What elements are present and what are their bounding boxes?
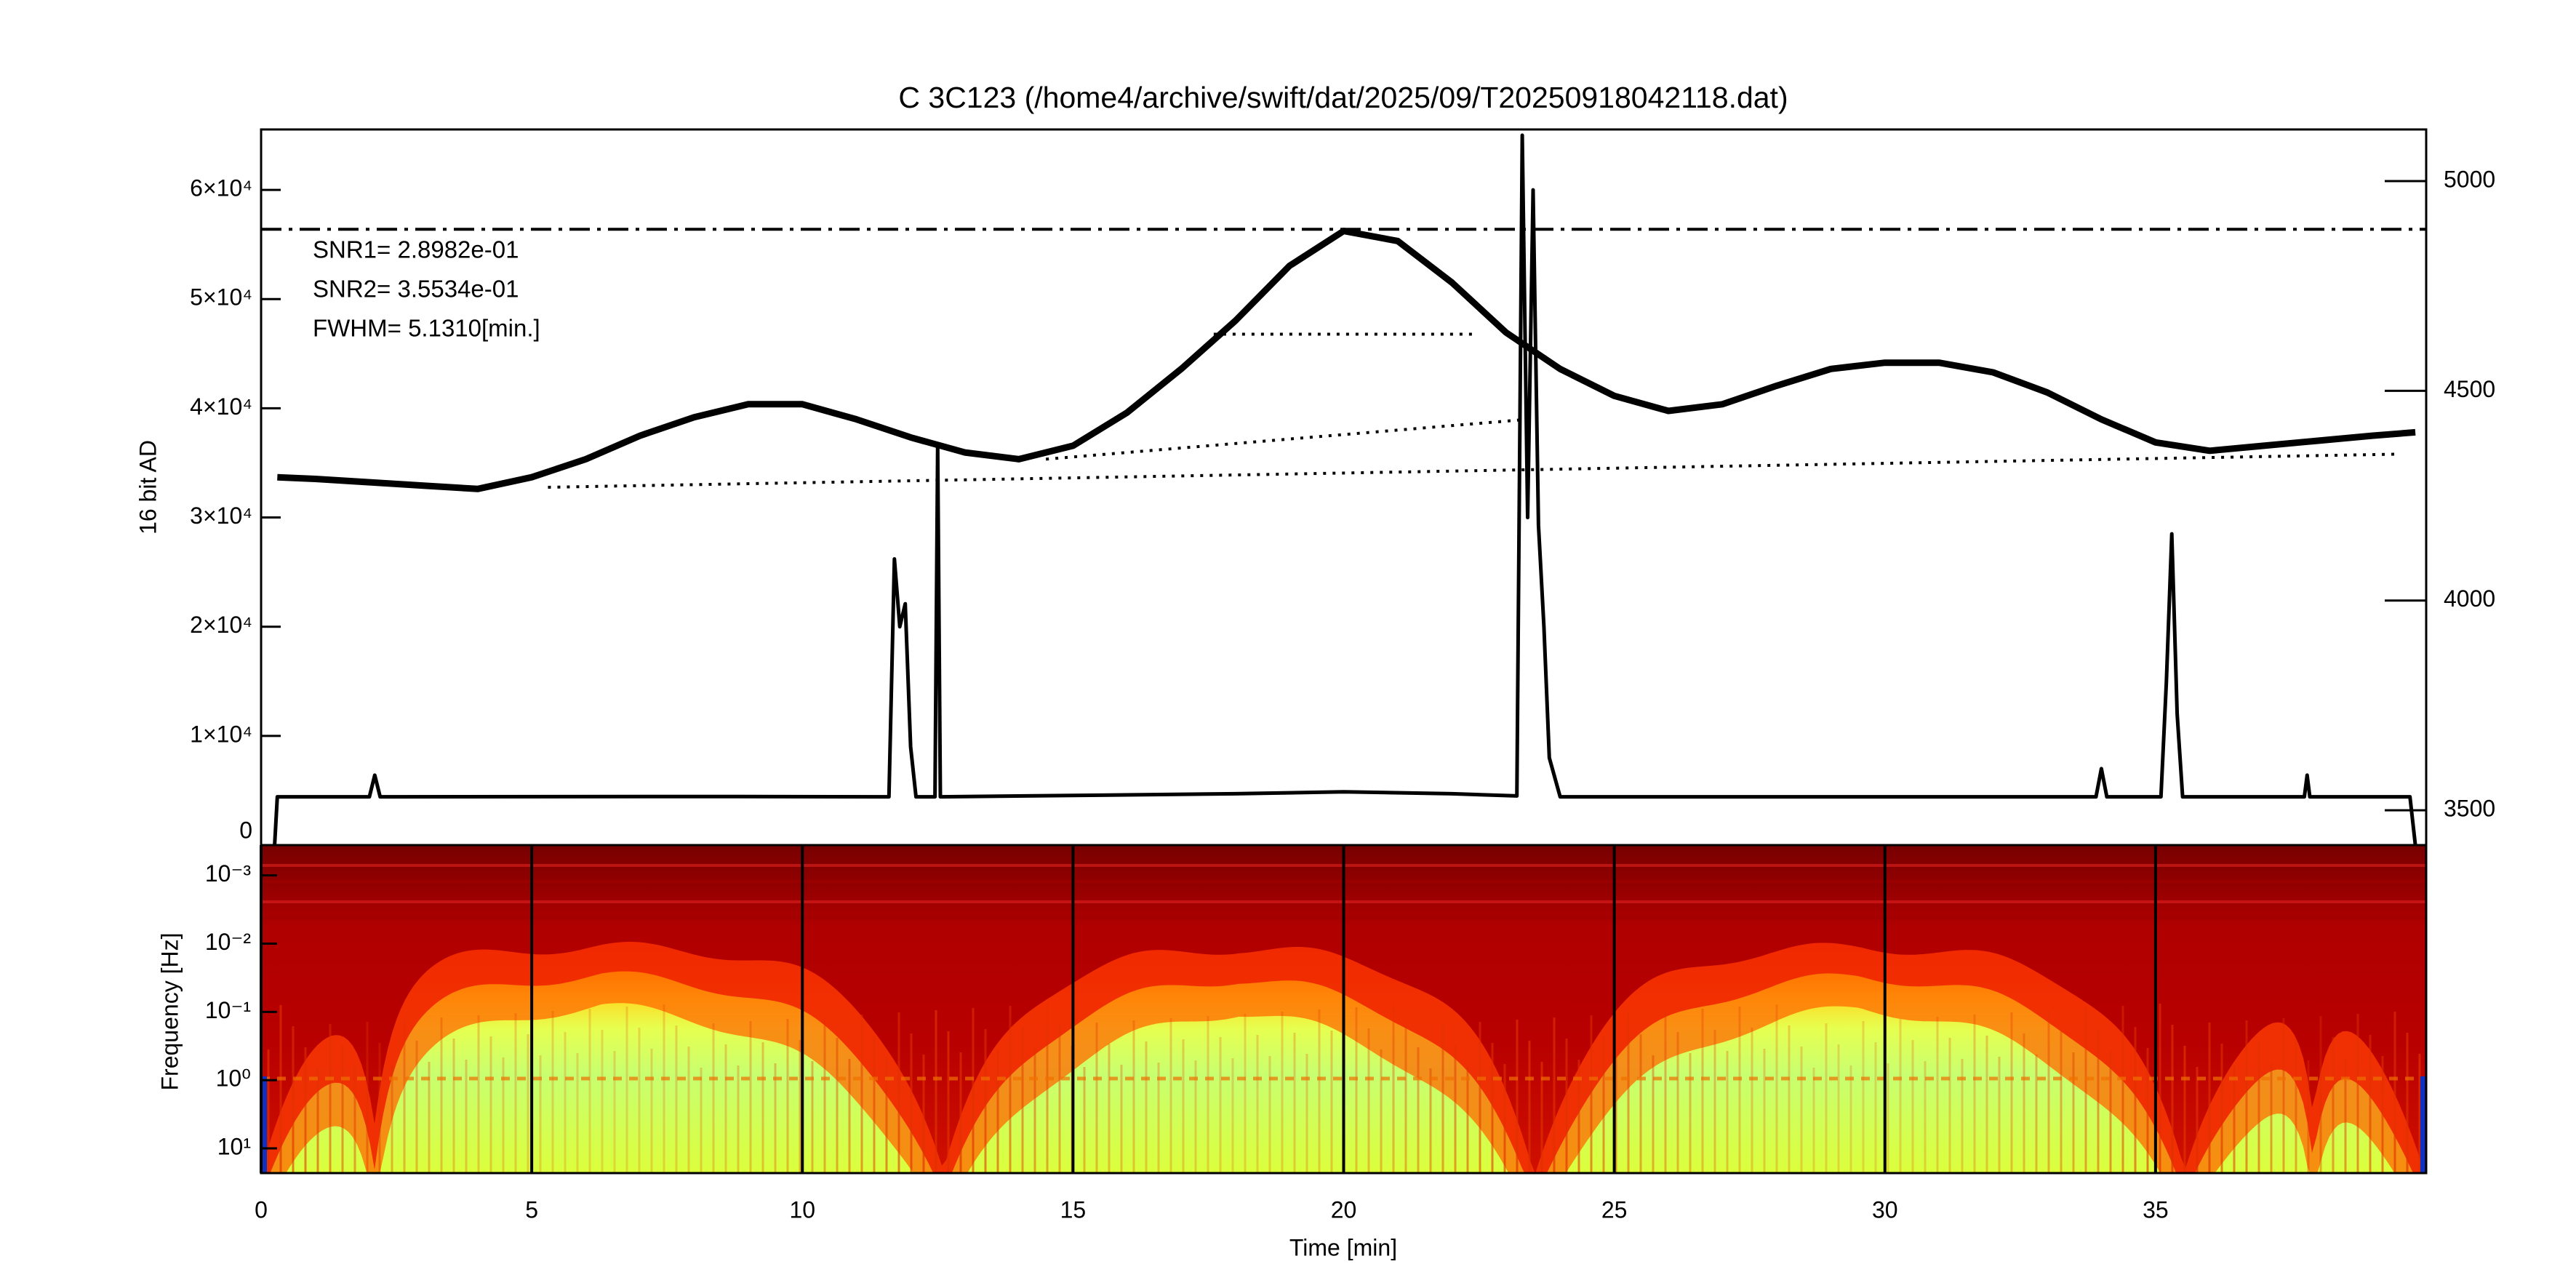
x-tick-label: 10 xyxy=(789,1196,815,1223)
series-line xyxy=(273,133,2417,845)
y2-tick-label: 5000 xyxy=(2444,166,2495,192)
y-tick-label: 4×10⁴ xyxy=(190,393,252,420)
y-tick-label: 10⁻³ xyxy=(205,860,251,887)
y-tick-label: 10⁰ xyxy=(216,1065,251,1092)
annotation: SNR2= 3.5534e-01 xyxy=(313,276,519,303)
chart-title: C 3C123 (/home4/archive/swift/dat/2025/0… xyxy=(898,81,1788,114)
y-axis-label: Frequency [Hz] xyxy=(156,933,183,1091)
annotation: SNR1= 2.8982e-01 xyxy=(313,236,519,263)
spectrogram-edge xyxy=(2420,1076,2426,1173)
y-tick-label: 0 xyxy=(239,817,252,843)
spectrogram-edge xyxy=(261,1076,267,1173)
annotation: FWHM= 5.1310[min.] xyxy=(313,315,540,342)
x-tick-label: 25 xyxy=(1601,1196,1628,1223)
y-tick-label: 10⁻² xyxy=(205,929,251,955)
x-tick-label: 0 xyxy=(255,1196,268,1223)
y2-tick-label: 3500 xyxy=(2444,796,2495,822)
x-tick-label: 35 xyxy=(2143,1196,2169,1223)
y2-tick-label: 4000 xyxy=(2444,585,2495,612)
y-tick-label: 5×10⁴ xyxy=(190,284,252,311)
series-line xyxy=(277,228,2416,492)
x-axis-label: Time [min] xyxy=(1289,1234,1397,1260)
y2-tick-label: 4500 xyxy=(2444,376,2495,402)
y-tick-label: 1×10⁴ xyxy=(190,721,252,747)
y-tick-label: 10⁻¹ xyxy=(205,997,251,1023)
x-tick-label: 20 xyxy=(1331,1196,1357,1223)
y-tick-label: 3×10⁴ xyxy=(190,503,252,529)
reference-line xyxy=(548,452,2399,489)
y-tick-label: 10¹ xyxy=(217,1134,251,1160)
y-tick-label: 6×10⁴ xyxy=(190,175,252,201)
x-tick-label: 15 xyxy=(1060,1196,1087,1223)
y-axis-label: 16 bit AD xyxy=(135,440,161,535)
reference-line xyxy=(1045,417,1534,461)
x-tick-label: 5 xyxy=(525,1196,538,1223)
x-tick-label: 30 xyxy=(1872,1196,1898,1223)
y-tick-label: 2×10⁴ xyxy=(190,612,252,638)
plot-area xyxy=(261,133,2426,845)
